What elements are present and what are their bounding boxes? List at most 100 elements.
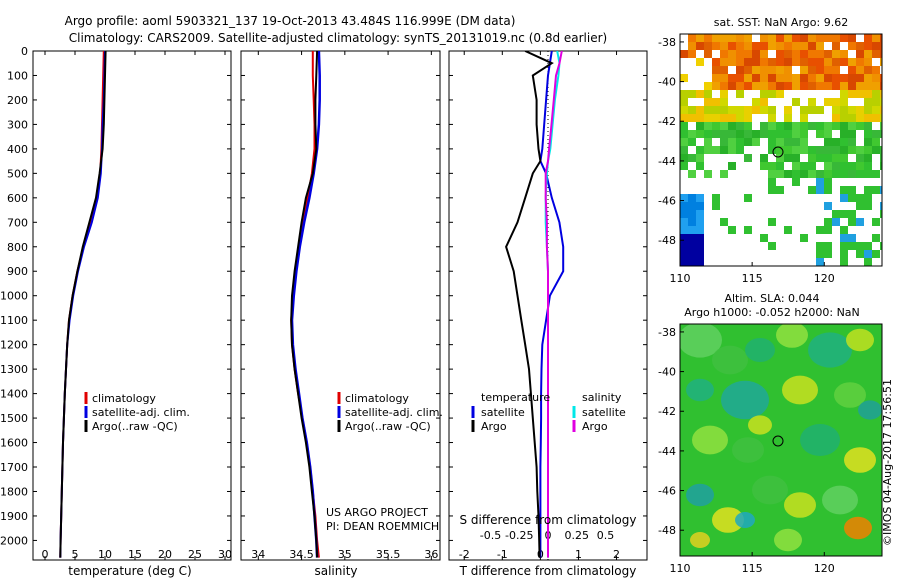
sst-cell: [880, 106, 882, 114]
legend-label-satellite: satellite-adj. clim.: [92, 406, 190, 419]
sst-cell: [800, 74, 808, 82]
sst-cell: [680, 258, 688, 266]
sst-cell: [840, 154, 848, 162]
sst-cell: [856, 162, 864, 170]
sst-cell: [736, 122, 744, 130]
sst-cell: [864, 242, 872, 250]
sst-cell: [728, 106, 736, 114]
sst-cell: [688, 50, 696, 58]
legend-label-argo: Argo(..raw -QC): [345, 420, 431, 433]
sst-cell: [760, 50, 768, 58]
sst-cell: [704, 50, 712, 58]
depth-tick-label: 1200: [0, 339, 28, 352]
sst-cell: [832, 106, 840, 114]
sst-cell: [720, 58, 728, 66]
s-tick-label: 0.25: [565, 529, 590, 542]
sst-cell: [832, 74, 840, 82]
x-tick-label: 35.5: [376, 548, 401, 561]
depth-tick-label: 1400: [0, 388, 28, 401]
depth-tick-label: 100: [7, 69, 28, 82]
sst-cell: [720, 66, 728, 74]
sst-cell: [848, 138, 856, 146]
figure-title-line2: Climatology: CARS2009. Satellite-adjuste…: [69, 31, 607, 45]
sst-cell: [840, 146, 848, 154]
sst-cell: [784, 82, 792, 90]
sst-cell: [856, 50, 864, 58]
sst-cell: [864, 58, 872, 66]
sst-cell: [776, 138, 784, 146]
map-y-tick-label: -40: [658, 366, 676, 379]
sst-cell: [816, 82, 824, 90]
sst-cell: [688, 250, 696, 258]
sla-map-frame: [679, 323, 883, 557]
sst-cell: [712, 194, 720, 202]
sst-cell: [720, 82, 728, 90]
sst-cell: [744, 42, 752, 50]
sst-cell: [728, 162, 736, 170]
sst-cell: [856, 218, 864, 226]
sst-cell: [808, 58, 816, 66]
sst-cell: [872, 146, 880, 154]
sst-cell: [808, 82, 816, 90]
sst-cell: [776, 58, 784, 66]
sst-cell: [840, 58, 848, 66]
difference-series: [505, 51, 565, 558]
sst-cell: [720, 34, 728, 42]
sst-cell: [720, 98, 728, 106]
sst-cell: [840, 162, 848, 170]
sst-cell: [800, 138, 808, 146]
x-tick-label: 30: [218, 548, 232, 561]
sla-cell: [680, 324, 722, 358]
sst-cell: [704, 42, 712, 50]
sst-cell: [696, 234, 704, 242]
sst-cell: [848, 82, 856, 90]
sst-cell: [688, 226, 696, 234]
sst-cell: [688, 138, 696, 146]
sst-cell: [880, 186, 882, 194]
sst-cell: [880, 98, 882, 106]
sst-cell: [736, 106, 744, 114]
sst-cell: [688, 130, 696, 138]
sst-cell: [808, 50, 816, 58]
sst-cell: [832, 170, 840, 178]
sst-cell: [880, 58, 882, 66]
sst-cell: [824, 66, 832, 74]
sst-cell: [776, 50, 784, 58]
sst-cell: [840, 98, 848, 106]
sst-cell: [688, 202, 696, 210]
sst-cell: [872, 234, 880, 242]
sst-cell: [816, 50, 824, 58]
sst-cell: [688, 90, 696, 98]
sst-cell: [816, 258, 824, 266]
sst-cell: [784, 130, 792, 138]
sst-cell: [792, 98, 800, 106]
sst-cell: [880, 34, 882, 42]
sst-cell: [744, 130, 752, 138]
sla-cell: [834, 382, 866, 408]
map-y-tick-label: -40: [658, 76, 676, 89]
sst-cell: [776, 74, 784, 82]
legend-label-temp-argo: Argo: [481, 420, 507, 433]
sst-cell: [832, 34, 840, 42]
sst-cell: [848, 106, 856, 114]
sst-cell: [824, 162, 832, 170]
sst-cell: [696, 42, 704, 50]
sst-cell: [816, 130, 824, 138]
sst-cell: [776, 66, 784, 74]
sst-cell: [824, 82, 832, 90]
sst-cell: [784, 154, 792, 162]
sst-cell: [680, 130, 688, 138]
sst-cell: [760, 82, 768, 90]
sst-cell: [872, 66, 880, 74]
sst-cell: [824, 202, 832, 210]
sst-cell: [736, 34, 744, 42]
sst-cell: [776, 34, 784, 42]
sst-cell: [816, 106, 824, 114]
sst-cell: [680, 210, 688, 218]
sst-cell: [776, 90, 784, 98]
sst-cell: [744, 66, 752, 74]
sst-cell: [856, 250, 864, 258]
sla-cell: [712, 507, 744, 533]
sst-cell: [872, 106, 880, 114]
sst-cell: [872, 170, 880, 178]
